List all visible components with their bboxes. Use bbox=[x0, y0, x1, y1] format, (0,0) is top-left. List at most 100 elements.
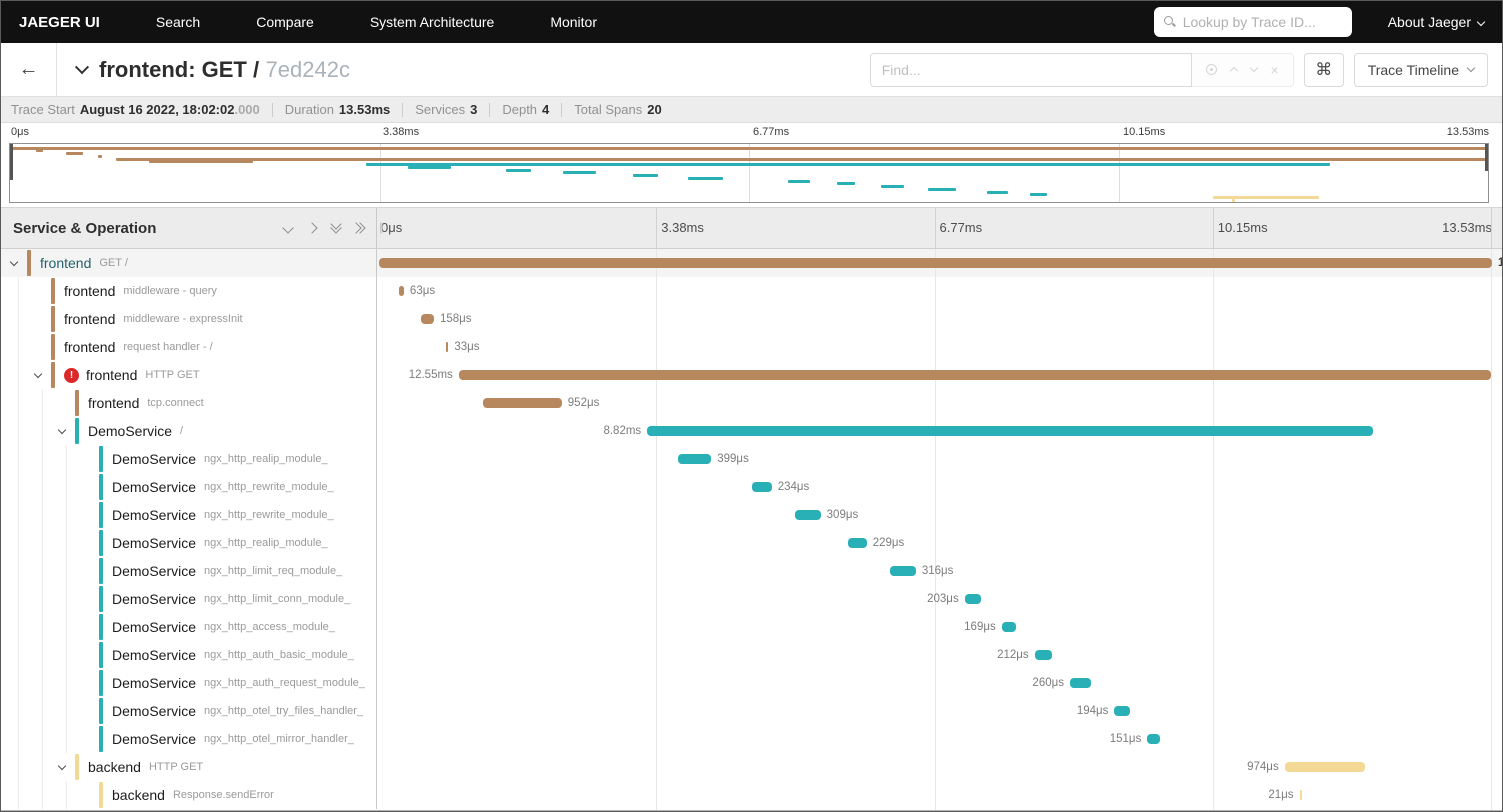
span-duration-bar[interactable] bbox=[458, 370, 1492, 380]
minimap-canvas[interactable] bbox=[9, 143, 1489, 203]
span-duration-bar[interactable] bbox=[379, 258, 1492, 268]
nav-item-search[interactable]: Search bbox=[155, 14, 201, 30]
summary-separator bbox=[271, 102, 273, 117]
indent-guide bbox=[66, 529, 67, 557]
span-row[interactable]: DemoService ngx_http_limit_conn_module_ 20… bbox=[1, 585, 1502, 613]
indent-guide bbox=[18, 305, 19, 333]
span-service-name: DemoService bbox=[112, 535, 197, 551]
span-row[interactable]: DemoService / 8.82ms bbox=[1, 417, 1502, 445]
span-duration-bar[interactable] bbox=[647, 426, 1373, 436]
span-operation-name: ngx_http_realip_module_ bbox=[204, 453, 328, 465]
span-row[interactable]: DemoService ngx_http_otel_try_files_handl… bbox=[1, 697, 1502, 725]
span-service-name: frontend bbox=[86, 367, 138, 383]
span-operation-name: request handler - / bbox=[123, 341, 213, 353]
span-duration-label: 63μs bbox=[409, 285, 436, 297]
minimap-left-scrub-handle[interactable] bbox=[10, 144, 13, 180]
span-duration-bar[interactable] bbox=[795, 510, 821, 520]
trace-view-selector[interactable]: Trace Timeline bbox=[1353, 52, 1488, 87]
nav-item-monitor[interactable]: Monitor bbox=[550, 14, 597, 30]
indent-guide bbox=[18, 641, 19, 669]
minimap-right-scrub-handle[interactable] bbox=[1485, 144, 1488, 171]
span-row[interactable]: DemoService ngx_http_rewrite_module_ 309μs bbox=[1, 501, 1502, 529]
next-match-icon[interactable] bbox=[1249, 63, 1258, 73]
span-duration-bar[interactable] bbox=[483, 398, 562, 408]
span-row[interactable]: DemoService ngx_http_rewrite_module_ 234μs bbox=[1, 473, 1502, 501]
span-row[interactable]: frontend request handler - / 33μs bbox=[1, 333, 1502, 361]
span-duration-bar[interactable] bbox=[752, 482, 772, 492]
span-row[interactable]: DemoService ngx_http_realip_module_ 229μs bbox=[1, 529, 1502, 557]
indent-guide bbox=[18, 333, 19, 361]
nav-item-compare[interactable]: Compare bbox=[256, 14, 314, 30]
span-row[interactable]: DemoService ngx_http_auth_basic_module_ 21… bbox=[1, 641, 1502, 669]
trace-id-lookup-input[interactable]: Lookup by Trace ID... bbox=[1153, 7, 1352, 37]
prev-match-icon[interactable] bbox=[1229, 66, 1238, 76]
back-button[interactable]: ← bbox=[1, 43, 57, 96]
span-duration-bar[interactable] bbox=[445, 342, 449, 352]
span-row[interactable]: DemoService ngx_http_auth_request_module_… bbox=[1, 669, 1502, 697]
expand-collapse-chevron-icon[interactable] bbox=[33, 369, 43, 379]
span-duration-bar[interactable] bbox=[964, 594, 982, 604]
nav-brand[interactable]: JAEGER UI bbox=[19, 13, 100, 31]
indent-guide bbox=[42, 753, 43, 781]
span-duration-bar[interactable] bbox=[1069, 678, 1092, 688]
expand-collapse-chevron-icon[interactable] bbox=[9, 257, 19, 267]
span-duration-bar[interactable] bbox=[1284, 762, 1365, 772]
span-row[interactable]: frontend middleware - query 63μs bbox=[1, 277, 1502, 305]
minimap-span-bar bbox=[836, 182, 856, 186]
expand-all-icon[interactable] bbox=[350, 222, 366, 234]
span-duration-bar[interactable] bbox=[889, 566, 916, 576]
span-duration-label: 952μs bbox=[567, 397, 600, 409]
span-row[interactable]: frontend middleware - expressInit 158μs bbox=[1, 305, 1502, 333]
span-duration-bar[interactable] bbox=[847, 538, 867, 548]
expand-collapse-chevron-icon[interactable] bbox=[57, 761, 67, 771]
span-row[interactable]: DemoService ngx_http_limit_req_module_ 316… bbox=[1, 557, 1502, 585]
span-duration-bar[interactable] bbox=[1001, 622, 1016, 632]
span-operation-name: ngx_http_otel_try_files_handler_ bbox=[204, 705, 364, 717]
time-tick-label: 0μs bbox=[381, 220, 403, 235]
span-service-name: frontend bbox=[64, 311, 116, 327]
minimap-gridline bbox=[379, 144, 381, 202]
indent-guide bbox=[18, 753, 19, 781]
find-input[interactable]: Find... bbox=[869, 52, 1192, 87]
span-duration-label: 229μs bbox=[872, 537, 905, 549]
span-duration-bar[interactable] bbox=[1299, 790, 1302, 800]
expand-one-icon[interactable] bbox=[306, 222, 318, 234]
about-jaeger-menu[interactable]: About Jaeger bbox=[1388, 14, 1486, 30]
keyboard-shortcuts-button[interactable]: ⌘ bbox=[1303, 52, 1344, 87]
expand-collapse-chevron-icon[interactable] bbox=[57, 425, 67, 435]
span-row[interactable]: DemoService ngx_http_access_module_ 169μs bbox=[1, 613, 1502, 641]
focus-match-icon[interactable] bbox=[1205, 64, 1217, 75]
minimap-span-bar bbox=[98, 154, 103, 158]
indent-guide bbox=[42, 529, 43, 557]
minimap-gridline bbox=[749, 144, 750, 202]
span-row[interactable]: DemoService ngx_http_realip_module_ 399μs bbox=[1, 445, 1502, 473]
span-row[interactable]: backend HTTP GET 974μs bbox=[1, 753, 1502, 781]
span-row[interactable]: DemoService ngx_http_otel_mirror_handler_… bbox=[1, 725, 1502, 753]
span-row[interactable]: backend Response.sendError 21μs bbox=[1, 781, 1502, 809]
span-service-name: DemoService bbox=[112, 647, 197, 663]
span-duration-label: 151μs bbox=[1109, 733, 1142, 745]
time-tick-label: 13.53ms bbox=[1446, 126, 1489, 138]
span-duration-bar[interactable] bbox=[1034, 650, 1053, 660]
span-row[interactable]: frontend tcp.connect 952μs bbox=[1, 389, 1502, 417]
clear-find-icon[interactable]: × bbox=[1270, 61, 1279, 78]
span-row[interactable]: frontend GET / 13.53ms bbox=[1, 249, 1502, 277]
trace-title: frontend: GET / bbox=[99, 56, 260, 82]
span-duration-bar[interactable] bbox=[398, 286, 404, 296]
collapse-all-icon[interactable] bbox=[330, 218, 342, 234]
minimap-span-bar bbox=[36, 149, 44, 153]
span-duration-bar[interactable] bbox=[678, 454, 712, 464]
span-operation-name: middleware - expressInit bbox=[123, 313, 243, 325]
column-resizer[interactable]: ∥ bbox=[378, 222, 385, 234]
collapse-one-icon[interactable] bbox=[282, 222, 294, 234]
span-duration-bar[interactable] bbox=[420, 314, 434, 324]
span-duration-bar[interactable] bbox=[1147, 734, 1160, 744]
span-duration-label: 260μs bbox=[1032, 677, 1064, 689]
span-row[interactable]: ! frontend HTTP GET 12.55ms bbox=[1, 361, 1502, 389]
indent-guide bbox=[18, 445, 19, 473]
span-service-name: backend bbox=[112, 787, 165, 803]
span-duration-bar[interactable] bbox=[1114, 706, 1131, 716]
time-tick-label: 6.77ms bbox=[753, 126, 790, 138]
collapse-trace-chevron-icon[interactable] bbox=[74, 59, 90, 74]
nav-item-system-architecture[interactable]: System Architecture bbox=[369, 14, 495, 30]
